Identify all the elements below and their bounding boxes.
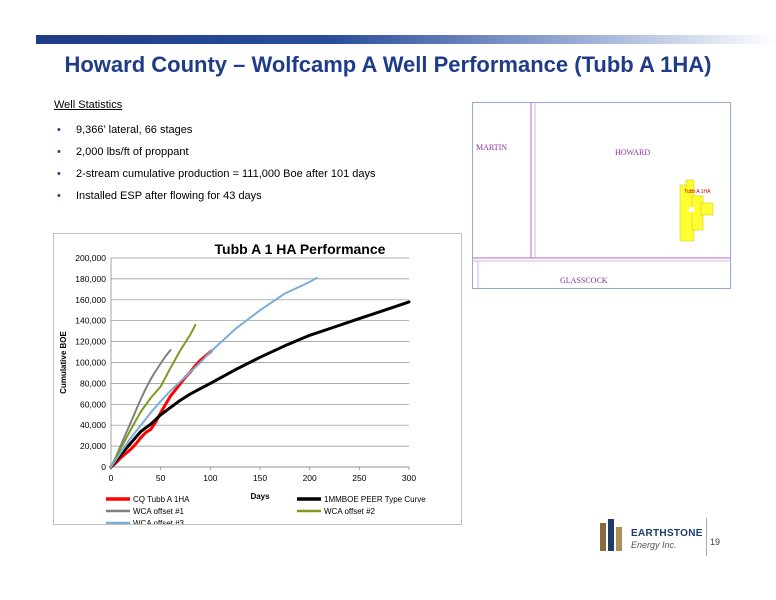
- x-axis-label: Days: [250, 492, 270, 501]
- lease-gap: [689, 207, 694, 212]
- y-tick-label: 40,000: [80, 420, 106, 430]
- map-label-howard: HOWARD: [615, 148, 650, 157]
- logo-divider: [706, 518, 707, 556]
- bullet-icon: •: [57, 146, 61, 158]
- top-accent-bar: [36, 35, 776, 44]
- x-tick-label: 250: [352, 473, 366, 483]
- map-label-martin: MARTIN: [476, 143, 507, 152]
- series-line: [110, 276, 318, 468]
- y-tick-label: 80,000: [80, 378, 106, 388]
- y-tick-label: 200,000: [75, 253, 106, 263]
- y-tick-label: 0: [101, 462, 106, 472]
- chart-title: Tubb A 1 HA Performance: [215, 241, 386, 257]
- map-svg: MARTIN HOWARD GLASSCOCK Tubb A 1HA: [473, 103, 730, 288]
- map-label-glasscock: GLASSCOCK: [560, 276, 608, 285]
- legend-label: 1MMBOE PEER Type Curve: [324, 495, 426, 504]
- logo-name: EARTHSTONE: [631, 528, 703, 539]
- legend-label: WCA offset #3: [133, 519, 185, 524]
- stats-item: • 2-stream cumulative production = 111,00…: [54, 165, 376, 187]
- lease-tracts: [679, 179, 714, 242]
- y-tick-label: 60,000: [80, 399, 106, 409]
- x-tick-label: 300: [402, 473, 416, 483]
- x-tick-label: 150: [253, 473, 267, 483]
- stats-heading: Well Statistics: [54, 99, 123, 111]
- stats-list: • 9,366’ lateral, 66 stages • 2,000 lbs/ft…: [54, 121, 376, 209]
- county-map: MARTIN HOWARD GLASSCOCK Tubb A 1HA: [472, 102, 731, 289]
- x-tick-label: 100: [203, 473, 217, 483]
- y-tick-label: 120,000: [75, 337, 106, 347]
- stats-item-text: 9,366’ lateral, 66 stages: [76, 124, 193, 136]
- logo-subtitle: Energy Inc.: [631, 540, 677, 550]
- lease-tract: [700, 202, 714, 216]
- well-statistics: Well Statistics • 9,366’ lateral, 66 stag…: [54, 99, 376, 209]
- y-axis-label: Cumulative BOE: [59, 331, 68, 394]
- stats-item: • 2,000 lbs/ft of proppant: [54, 143, 376, 165]
- bullet-icon: •: [57, 168, 61, 180]
- stats-item-text: Installed ESP after flowing for 43 days: [76, 190, 262, 202]
- page-number: 19: [710, 537, 721, 547]
- y-tick-label: 140,000: [75, 316, 106, 326]
- bullet-icon: •: [57, 124, 61, 136]
- performance-chart: Tubb A 1 HA Performance 0 20,000 40,000 60,0…: [53, 233, 462, 525]
- stats-item-text: 2-stream cumulative production = 111,000…: [76, 168, 376, 180]
- legend-label: CQ Tubb A 1HA: [133, 495, 190, 504]
- x-tick-label: 0: [109, 473, 114, 483]
- series-line: [110, 323, 197, 468]
- stats-item: • 9,366’ lateral, 66 stages: [54, 121, 376, 143]
- company-logo: EARTHSTONE Energy Inc.: [598, 517, 708, 557]
- y-tick-label: 180,000: [75, 274, 106, 284]
- slide-title: Howard County – Wolfcamp A Well Performa…: [64, 52, 712, 77]
- x-tick-label: 50: [156, 473, 166, 483]
- bullet-icon: •: [57, 190, 61, 202]
- y-tick-label: 100,000: [75, 358, 106, 368]
- map-label-well: Tubb A 1HA: [684, 189, 711, 195]
- series-line: [109, 300, 411, 469]
- y-tick-label: 160,000: [75, 295, 106, 305]
- logo-mark-icon: [600, 519, 622, 551]
- x-tick-label: 200: [303, 473, 317, 483]
- series-line: [110, 349, 172, 468]
- legend-label: WCA offset #2: [324, 507, 376, 516]
- stats-item-text: 2,000 lbs/ft of proppant: [76, 146, 189, 158]
- stats-item: • Installed ESP after flowing for 43 days: [54, 187, 376, 209]
- legend-label: WCA offset #1: [133, 507, 185, 516]
- lease-tract: [685, 179, 695, 191]
- chart-svg: Tubb A 1 HA Performance 0 20,000 40,000 60,0…: [59, 241, 426, 524]
- y-tick-label: 20,000: [80, 441, 106, 451]
